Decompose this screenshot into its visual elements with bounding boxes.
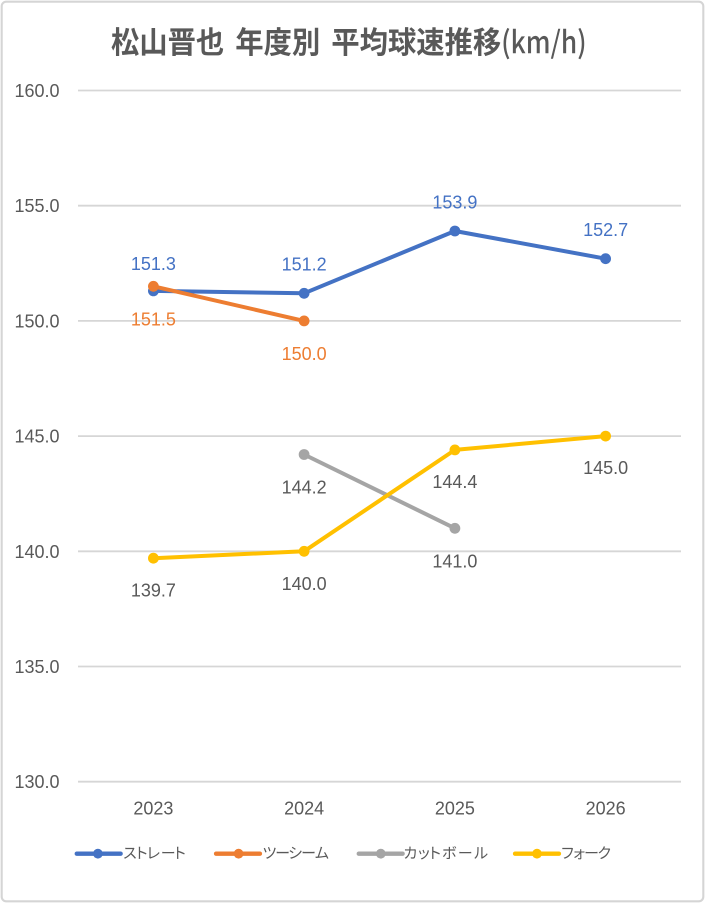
svg-text:151.2: 151.2 (282, 255, 327, 275)
svg-text:160.0: 160.0 (14, 81, 59, 101)
svg-text:2024: 2024 (284, 798, 324, 818)
svg-text:2025: 2025 (435, 798, 475, 818)
svg-text:130.0: 130.0 (14, 772, 59, 792)
svg-text:144.4: 144.4 (432, 472, 477, 492)
svg-text:145.0: 145.0 (583, 458, 628, 478)
svg-text:2023: 2023 (133, 798, 173, 818)
svg-text:140.0: 140.0 (14, 542, 59, 562)
svg-text:151.5: 151.5 (131, 310, 176, 330)
svg-text:135.0: 135.0 (14, 657, 59, 677)
svg-text:144.2: 144.2 (282, 478, 327, 498)
svg-text:151.3: 151.3 (131, 254, 176, 274)
svg-text:152.7: 152.7 (583, 220, 628, 240)
svg-text:145.0: 145.0 (14, 427, 59, 447)
svg-text:153.9: 153.9 (432, 192, 477, 212)
svg-text:150.0: 150.0 (282, 344, 327, 364)
svg-text:2026: 2026 (586, 798, 626, 818)
svg-text:155.0: 155.0 (14, 196, 59, 216)
svg-text:139.7: 139.7 (131, 581, 176, 601)
svg-text:141.0: 141.0 (432, 552, 477, 572)
svg-text:150.0: 150.0 (14, 311, 59, 331)
svg-text:140.0: 140.0 (282, 574, 327, 594)
